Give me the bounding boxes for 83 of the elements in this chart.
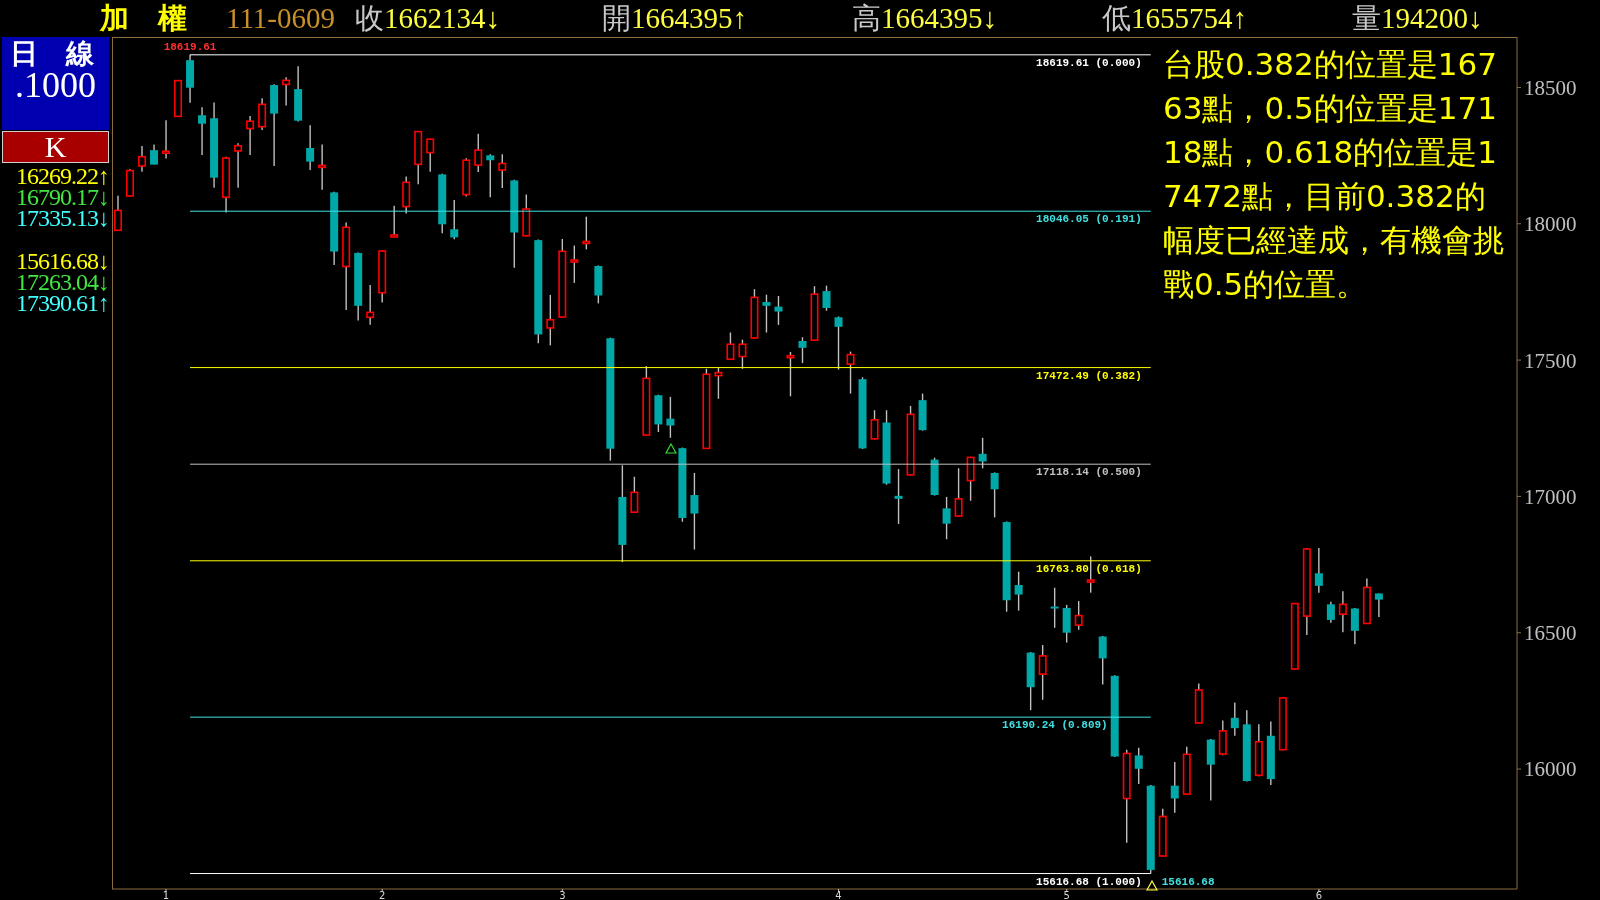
x-tick-label: 2 xyxy=(379,890,386,900)
y-tick-label: 16500 xyxy=(1524,621,1577,646)
candlestick xyxy=(1350,607,1359,645)
text: 111-0609 xyxy=(226,1,336,35)
candlestick xyxy=(1326,600,1335,624)
ref-line-label: 16190.24 (0.809) xyxy=(1002,719,1108,732)
text: 量194200↓ xyxy=(1352,2,1483,34)
candlestick xyxy=(366,284,375,326)
ref-line-label: 16763.80 (0.618) xyxy=(1036,562,1142,575)
x-tick-label: 3 xyxy=(559,890,566,900)
ref-line-label: 15616.68 (1.000) xyxy=(1036,875,1142,888)
x-tick-label: 6 xyxy=(1315,890,1323,900)
candlestick xyxy=(690,472,699,551)
candlestick xyxy=(498,153,507,189)
ref-line-label: 18619.61 (0.000) xyxy=(1036,56,1142,69)
candlestick xyxy=(246,115,255,156)
text: 開1664395↑ xyxy=(602,2,747,34)
chart-title: 加 權 xyxy=(100,1,187,35)
candlestick xyxy=(450,199,459,240)
candlestick xyxy=(258,97,267,131)
y-tick-label: 17000 xyxy=(1524,484,1577,509)
annotation: 15616.68 xyxy=(1161,875,1215,888)
candlestick xyxy=(282,76,291,107)
x-tick-label: 1 xyxy=(162,890,170,900)
annotation: 台股0.382的位置是16763點，0.5的位置是17118點，0.618的位置是17472點，目前0.382的幅度已經達成，有機會挑戰0.5的位置。 xyxy=(1163,45,1505,304)
candlestick xyxy=(234,142,243,189)
candlestick xyxy=(390,205,399,238)
candlestick xyxy=(318,143,327,191)
candlestick xyxy=(630,476,639,514)
candlestick xyxy=(306,124,315,171)
ref-line-label: 17118.14 (0.500) xyxy=(1036,466,1142,479)
candlestick xyxy=(822,284,831,312)
candlestick xyxy=(870,409,879,441)
annotation: 18619.61 xyxy=(163,40,217,53)
candlestick xyxy=(150,143,159,166)
candlestick xyxy=(162,119,171,160)
candlestick xyxy=(138,145,147,173)
y-tick-label: 16000 xyxy=(1524,757,1577,782)
candlestick xyxy=(198,106,207,156)
y-tick-label: 18500 xyxy=(1524,75,1577,100)
candlestick xyxy=(942,496,951,540)
candlestick xyxy=(1014,570,1023,612)
text: 高1664395↓ xyxy=(852,2,997,34)
candlestick xyxy=(726,331,735,361)
candlestick xyxy=(774,295,783,326)
candlestick xyxy=(954,467,963,518)
candlestick xyxy=(786,351,795,398)
text: 收1662134↓ xyxy=(355,2,500,34)
y-tick-label: 18000 xyxy=(1524,212,1577,237)
candlestick xyxy=(738,338,747,370)
candlestick xyxy=(846,350,855,395)
ref-line-label: 17472.49 (0.382) xyxy=(1036,369,1142,382)
candlestick xyxy=(762,293,771,334)
candlestick xyxy=(1314,547,1323,594)
candlestick xyxy=(894,468,903,525)
candlestick xyxy=(834,315,843,371)
candlestick xyxy=(114,194,122,232)
ref-line-label: 18046.05 (0.191) xyxy=(1036,213,1142,226)
candlestick xyxy=(426,137,435,173)
candlestick xyxy=(582,215,591,251)
candlestick xyxy=(990,471,999,519)
candlestick xyxy=(546,294,555,347)
candlestick xyxy=(1230,701,1239,737)
candlestick xyxy=(570,244,579,284)
candlestick xyxy=(474,133,483,173)
candlestick xyxy=(714,367,723,400)
text: 日 線 xyxy=(10,38,94,70)
candlestick xyxy=(1038,644,1047,701)
candlestick xyxy=(486,153,495,199)
candlestick xyxy=(666,396,675,439)
candlestick xyxy=(798,336,807,364)
candlestick xyxy=(1050,587,1059,629)
x-tick-label: 4 xyxy=(835,890,842,900)
candlestick xyxy=(1338,590,1347,633)
x-tick-label: 5 xyxy=(1063,890,1070,900)
text: 低1655754↑ xyxy=(1102,2,1247,34)
candlestick xyxy=(1170,761,1179,814)
candlestick xyxy=(1074,600,1083,631)
candlestick xyxy=(1218,719,1227,756)
y-tick-label: 17500 xyxy=(1524,348,1577,373)
candlestick xyxy=(1098,635,1107,686)
candlestick xyxy=(1134,747,1143,785)
candlestick xyxy=(1374,592,1383,618)
